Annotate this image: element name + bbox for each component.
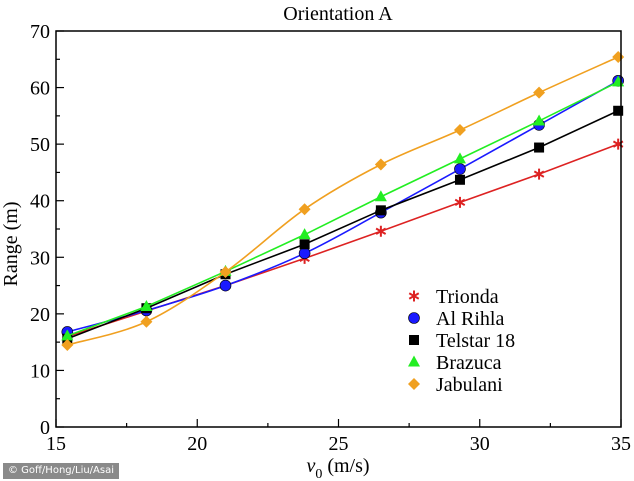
plot-area — [61, 51, 625, 351]
photo-credit: © Goff/Hong/Liu/Asai — [3, 463, 120, 479]
data-point-jabulani — [533, 86, 546, 99]
data-point-jabulani — [298, 203, 311, 216]
x-tick-label: 20 — [187, 433, 207, 455]
data-point-jabulani — [219, 265, 232, 278]
data-point-al-rihla — [219, 279, 232, 292]
data-point-brazuca — [140, 300, 153, 312]
y-tick-label: 30 — [30, 247, 50, 269]
x-axis-label-unit: (m/s) — [322, 455, 369, 477]
y-tick-label: 70 — [30, 21, 50, 43]
data-point-brazuca — [453, 152, 466, 164]
data-point-jabulani — [453, 124, 466, 136]
data-point-al-rihla — [454, 163, 466, 175]
series-brazuca — [61, 75, 625, 341]
legend-label-brazuca: Brazuca — [436, 352, 502, 374]
data-point-al-rihla — [298, 247, 311, 260]
y-axis-label: Range (m) — [0, 202, 22, 287]
y-tick-label: 10 — [30, 360, 50, 382]
y-tick-label: 60 — [30, 78, 50, 100]
chart-title: Orientation A — [283, 3, 393, 25]
x-tick-label: 35 — [611, 433, 631, 455]
data-point-jabulani — [140, 315, 153, 328]
y-tick-label: 40 — [30, 191, 50, 213]
x-axis-label: v0 (m/s) — [306, 455, 369, 481]
data-point-telstar-18 — [613, 105, 624, 116]
x-axis-label-var: v — [306, 455, 315, 477]
data-point-telstar-18 — [454, 174, 465, 185]
x-tick-label: 15 — [46, 433, 66, 455]
legend-label-jabulani: Jabulani — [436, 374, 503, 396]
data-point-brazuca — [374, 190, 387, 202]
x-tick-label: 25 — [329, 433, 349, 455]
series-line-telstar-18 — [67, 110, 619, 340]
series-line-al-rihla — [67, 80, 619, 333]
data-point-telstar-18 — [375, 205, 386, 216]
data-point-trionda — [375, 225, 387, 237]
data-point-brazuca — [298, 228, 311, 240]
legend-marker-brazuca — [408, 355, 420, 367]
x-tick-label: 30 — [470, 433, 490, 455]
data-point-brazuca — [533, 114, 546, 126]
data-point-trionda — [454, 196, 466, 208]
legend-marker-trionda — [408, 290, 420, 302]
legend-marker-al-rihla — [408, 312, 420, 324]
legend-marker-jabulani — [408, 378, 420, 390]
x-axis-label-sub: 0 — [315, 467, 322, 481]
y-tick-label: 20 — [30, 304, 50, 326]
data-point-jabulani — [612, 51, 625, 64]
legend-label-telstar-18: Telstar 18 — [436, 330, 515, 352]
legend-label-trionda: Trionda — [436, 286, 499, 308]
legend-marker-telstar-18 — [409, 335, 419, 345]
data-point-brazuca — [61, 329, 74, 341]
data-point-jabulani — [61, 338, 74, 351]
series-line-brazuca — [67, 81, 619, 337]
series-al-rihla — [61, 74, 624, 338]
data-point-trionda — [533, 168, 545, 180]
axes: 15 20 25 30 35 0 10 20 30 40 50 60 70 — [30, 21, 631, 455]
data-point-telstar-18 — [534, 142, 545, 153]
series-line-jabulani — [67, 56, 619, 346]
legend-label-al-rihla: Al Rihla — [436, 308, 504, 330]
y-tick-label: 50 — [30, 134, 50, 156]
data-point-jabulani — [374, 158, 387, 171]
data-point-telstar-18 — [299, 239, 310, 250]
y-tick-label: 0 — [40, 417, 50, 439]
